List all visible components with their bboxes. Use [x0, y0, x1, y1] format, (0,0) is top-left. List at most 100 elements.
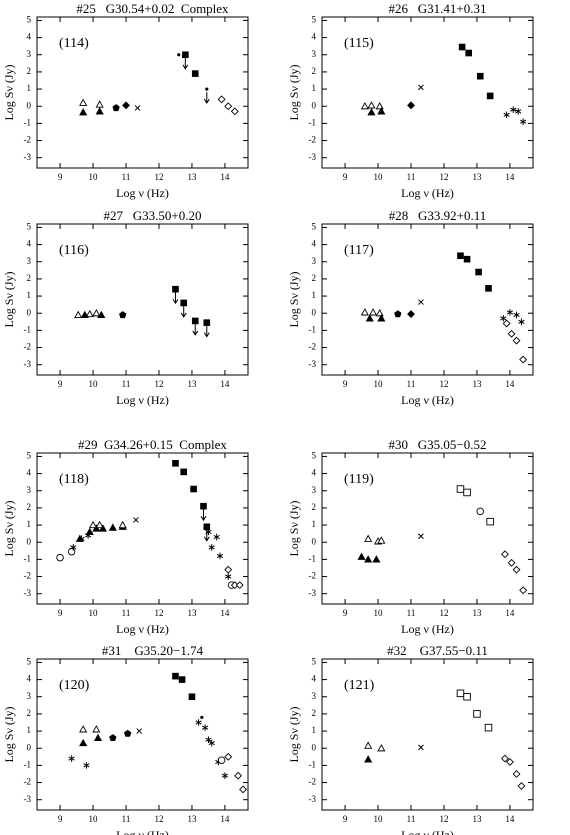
marker [79, 725, 88, 733]
marker [80, 310, 89, 319]
x-tick-label: 9 [58, 608, 63, 618]
panel: #29 G34.26+0.15 Complex (118) Log ν (Hz) Lo… [2, 437, 249, 636]
panel: #32 G37.55−0.11 (121) Log ν (Hz) Log Sν (Jy… [287, 643, 534, 835]
panel-label: (115) [344, 36, 374, 51]
y-tick-label: 2 [312, 502, 317, 512]
marker [95, 520, 104, 529]
y-tick-label: 2 [312, 66, 317, 76]
marker [118, 520, 127, 529]
marker [224, 752, 233, 761]
y-tick-label: -1 [24, 117, 32, 127]
x-tick-label: 10 [374, 608, 384, 618]
panel-label: (119) [344, 472, 374, 487]
x-tick-label: 12 [154, 379, 163, 389]
y-tick-label: 1 [27, 83, 32, 93]
marker [377, 107, 386, 115]
y-tick-label: 1 [312, 83, 317, 93]
y-tick-label: 0 [312, 536, 317, 546]
x-axis-label: Log ν (Hz) [401, 186, 454, 200]
marker [188, 693, 196, 701]
marker [119, 311, 127, 319]
y-tick-label: 3 [27, 49, 32, 59]
marker [486, 92, 494, 100]
marker [85, 527, 94, 536]
x-tick-label: 13 [472, 814, 482, 824]
marker [515, 108, 522, 115]
x-axis-label: Log ν (Hz) [116, 828, 169, 835]
marker [418, 84, 424, 91]
y-tick-label: -2 [24, 342, 32, 352]
marker [122, 101, 130, 110]
marker [456, 485, 465, 493]
marker [235, 581, 244, 590]
x-tick-label: 13 [187, 814, 197, 824]
y-tick-label: 5 [312, 221, 317, 231]
x-tick-label: 14 [505, 814, 515, 824]
marker [203, 319, 211, 326]
marker [203, 523, 211, 531]
marker [506, 309, 514, 316]
marker [79, 98, 88, 106]
marker [134, 105, 141, 111]
marker [98, 524, 108, 532]
marker [512, 336, 521, 345]
marker [475, 268, 482, 276]
panel-label: (114) [59, 36, 89, 51]
marker [92, 725, 101, 733]
x-tick-label: 14 [220, 814, 230, 824]
y-tick-label: 4 [312, 468, 317, 478]
panel-label: (120) [59, 678, 90, 693]
marker [505, 758, 514, 766]
panel: #27 G33.50+0.20 (116) Log ν (Hz) Log Sν (Jy… [2, 208, 249, 407]
panel: #26 G31.41+0.31 (115) Log ν (Hz) Log Sν (Jy… [287, 1, 534, 200]
y-tick-label: -2 [24, 571, 32, 581]
plot-frame [36, 223, 249, 376]
marker [79, 738, 88, 747]
y-tick-label: 5 [312, 656, 317, 666]
x-tick-label: 11 [407, 172, 416, 182]
marker [202, 724, 209, 731]
marker [357, 552, 366, 560]
marker [217, 756, 226, 764]
y-tick-label: 2 [312, 708, 317, 718]
marker [517, 782, 526, 790]
marker [476, 72, 484, 80]
marker [56, 553, 64, 562]
y-tick-label: 0 [312, 742, 317, 752]
y-axis-label: Log Sν (Jy) [2, 500, 16, 556]
x-tick-label: 13 [472, 608, 482, 618]
marker [364, 534, 373, 542]
upper-limit-arrow [180, 305, 187, 318]
y-axis-label: Log Sν (Jy) [287, 500, 301, 556]
plot-frame [321, 223, 534, 376]
marker [519, 355, 528, 364]
y-tick-label: 5 [312, 14, 317, 24]
marker [369, 308, 378, 316]
y-tick-label: -1 [309, 117, 317, 127]
panel-label: (121) [344, 678, 375, 693]
x-tick-label: 11 [122, 608, 131, 618]
x-tick-label: 10 [89, 172, 99, 182]
marker [512, 565, 521, 574]
x-tick-label: 12 [439, 379, 448, 389]
y-tick-label: -2 [24, 135, 32, 145]
x-tick-label: 12 [439, 814, 448, 824]
y-tick-label: 3 [312, 691, 317, 701]
panel-title: #28 G33.92+0.11 [389, 208, 487, 223]
y-axis-label: Log Sν (Jy) [2, 271, 16, 327]
x-tick-label: 9 [343, 608, 348, 618]
panel-label: (118) [59, 472, 89, 487]
y-tick-label: 5 [27, 221, 32, 231]
y-tick-label: 4 [312, 239, 317, 249]
marker [205, 87, 209, 91]
marker [177, 53, 181, 57]
marker [217, 95, 226, 104]
y-tick-label: -2 [309, 135, 317, 145]
y-tick-label: 2 [312, 273, 317, 283]
y-tick-label: 0 [312, 100, 317, 110]
marker [213, 533, 220, 541]
x-tick-label: 9 [343, 814, 348, 824]
y-tick-label: 3 [312, 49, 317, 59]
marker [195, 719, 202, 726]
x-tick-label: 12 [154, 172, 163, 182]
